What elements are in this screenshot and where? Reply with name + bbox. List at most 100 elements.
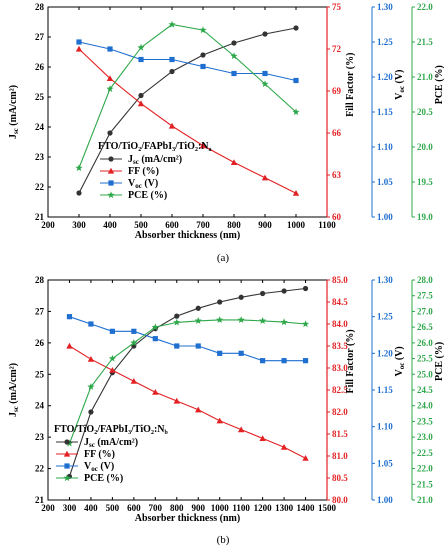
point-jsc	[260, 290, 266, 297]
y-tick-label-jsc: 27	[35, 306, 45, 316]
y-tick-label-voc: 1.15	[377, 107, 393, 117]
point-voc	[109, 328, 115, 334]
y-tick-label-pce: 25.0	[417, 369, 433, 379]
legend-entry-label: Jsc (mA/cm²)	[84, 437, 138, 449]
y-tick-label-jsc: 24	[35, 122, 45, 132]
y-tick-label-voc: 1.05	[377, 177, 393, 187]
point-ff	[106, 75, 114, 81]
y-tick-label-pce: 27.0	[417, 306, 433, 316]
point-voc	[302, 358, 309, 364]
point-ff	[261, 174, 269, 181]
point-voc	[138, 56, 144, 63]
y-tick-label-ff: 84.0	[332, 319, 348, 329]
y-axis-label-voc: Voc (V)	[394, 346, 406, 376]
y-tick-label-pce: 23.5	[417, 416, 433, 426]
point-jsc	[217, 299, 223, 305]
x-tick-label: 200	[41, 220, 55, 230]
x-tick-label: 800	[227, 220, 241, 230]
y-tick-label-voc: 1.10	[377, 422, 393, 432]
series-line-voc	[78, 41, 297, 82]
y-tick-label-voc: 1.20	[377, 72, 393, 82]
point-voc	[195, 343, 201, 349]
point-pce	[168, 20, 176, 28]
y-tick-label-jsc: 22	[35, 182, 45, 192]
x-tick-label: 1000	[211, 503, 230, 513]
x-axis-label: Absorber thickness (nm)	[135, 230, 240, 241]
point-pce	[173, 318, 181, 326]
x-tick-label: 700	[196, 220, 210, 230]
x-tick-label: 400	[84, 503, 98, 513]
y-tick-label-pce: 27.5	[417, 291, 433, 301]
y-tick-label-jsc: 21	[35, 212, 45, 222]
legend-swatch-marker	[63, 450, 71, 457]
y-tick-label-ff: 82.0	[332, 407, 348, 417]
point-voc	[217, 350, 223, 356]
legend-title: FTO/TiO2/FAPbI3/TiO2:Na	[98, 141, 212, 153]
y-tick-label-jsc: 21	[35, 495, 45, 505]
y-tick-label-ff: 60	[332, 212, 342, 222]
y-tick-label-pce: 24.0	[417, 401, 433, 411]
y-tick-label-voc: 1.25	[377, 37, 393, 47]
y-tick-label-jsc: 28	[35, 2, 45, 12]
y-tick-label-pce: 22.0	[417, 464, 433, 474]
point-voc	[76, 39, 82, 45]
point-ff	[137, 100, 145, 107]
legend-swatch-marker	[108, 156, 114, 162]
y-tick-label-ff: 75	[332, 2, 342, 12]
point-voc	[88, 321, 94, 327]
point-voc	[293, 77, 299, 84]
legend-entry-label: Voc (V)	[128, 178, 158, 190]
x-tick-label: 300	[72, 220, 86, 230]
legend-entry-label: FF (%)	[84, 449, 115, 460]
point-voc	[169, 56, 175, 63]
y-tick-label-jsc: 26	[35, 62, 45, 72]
y-tick-label-jsc: 28	[35, 275, 45, 285]
point-ff	[87, 356, 95, 362]
point-pce	[75, 164, 83, 172]
series-line-jsc	[68, 287, 306, 477]
x-tick-label: 1100	[318, 220, 336, 230]
x-tick-label: 800	[170, 503, 184, 513]
point-voc	[107, 46, 113, 52]
x-tick-label: 1100	[232, 503, 250, 513]
point-ff	[292, 190, 300, 196]
y-tick-label-ff: 80.5	[332, 473, 348, 483]
point-voc	[152, 336, 158, 342]
y-tick-label-voc: 1.10	[377, 142, 393, 152]
x-tick-label: 300	[63, 503, 77, 513]
point-voc	[131, 328, 137, 334]
y-tick-label-pce: 23.0	[417, 432, 433, 442]
point-pce	[106, 85, 114, 92]
point-voc	[174, 343, 180, 349]
point-voc	[262, 70, 268, 77]
x-tick-label: 900	[258, 220, 272, 230]
point-jsc	[107, 130, 113, 136]
point-ff	[230, 159, 238, 165]
y-tick-label-voc: 1.25	[377, 312, 393, 322]
point-pce	[230, 52, 238, 60]
point-pce	[108, 354, 116, 362]
y-tick-label-pce: 22.5	[417, 448, 433, 458]
figure-caption: (b)	[217, 534, 230, 546]
legend-entry-label: Jsc (mA/cm²)	[128, 154, 182, 166]
figure-caption: (a)	[217, 252, 230, 264]
x-tick-label: 1400	[297, 503, 316, 513]
y-tick-label-voc: 1.15	[377, 385, 393, 395]
point-pce	[301, 320, 310, 328]
y-tick-label-jsc: 24	[35, 401, 45, 411]
y-axis-label-pce: PCE (%)	[434, 65, 445, 104]
point-jsc	[238, 294, 244, 300]
y-tick-label-pce: 21.0	[417, 495, 433, 505]
point-ff	[216, 417, 223, 424]
y-axis-label-voc: Voc (V)	[394, 70, 406, 100]
point-pce	[87, 383, 95, 390]
point-jsc	[138, 92, 144, 99]
legend-entry-label: PCE (%)	[128, 190, 167, 201]
y-tick-label-pce: 26.0	[417, 338, 433, 348]
chart-a: 200 300 400 500 600 700 800 900 1000 1100 Absorber…	[8, 2, 445, 264]
y-tick-label-pce: 20.0	[417, 142, 433, 152]
y-tick-label-voc: 1.30	[377, 2, 393, 12]
point-ff	[199, 142, 207, 149]
point-pce	[280, 318, 288, 326]
